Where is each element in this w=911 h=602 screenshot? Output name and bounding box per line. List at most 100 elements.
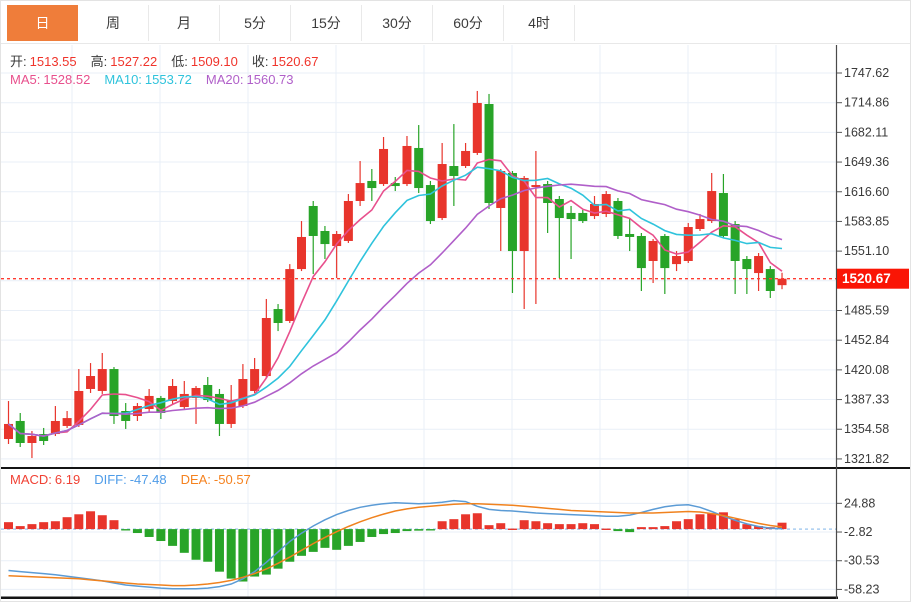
candle-body [273, 309, 283, 323]
price-tag [837, 268, 909, 289]
legend-item: DEA: -50.57 [180, 472, 251, 487]
candle-body [578, 212, 588, 222]
macd-bar [437, 521, 447, 530]
candle-body [402, 145, 412, 185]
candle-body [625, 233, 635, 237]
macd-axis-label: -58.23 [844, 582, 879, 596]
macd-axis-label: -2.82 [844, 525, 873, 539]
macd-bar [250, 529, 260, 577]
macd-bar [238, 529, 248, 582]
candle-body [660, 235, 670, 269]
macd-bar [730, 519, 740, 530]
candle-body [718, 193, 728, 236]
candle-body [179, 393, 189, 408]
candle-body [707, 191, 717, 222]
candle-body [507, 172, 517, 252]
macd-bar [390, 529, 400, 534]
macd-bar [273, 529, 283, 569]
candle-body [543, 184, 553, 203]
macd-bar [601, 528, 611, 530]
macd-bar [343, 529, 353, 546]
candle-body [226, 400, 236, 424]
y-axis-label: 1321.82 [844, 452, 889, 466]
candle-body [74, 390, 84, 425]
ma-line-MA20 [7, 183, 783, 437]
candle-body [765, 269, 775, 292]
candle-body [285, 269, 295, 322]
candle-body [261, 318, 271, 377]
macd-bar [695, 514, 705, 530]
macd-bar [27, 524, 37, 530]
macd-bar [156, 529, 166, 542]
macd-bar [742, 524, 752, 530]
macd-bar [144, 529, 154, 537]
macd-bar [86, 511, 96, 530]
macd-bar [121, 529, 131, 531]
candle-body [437, 164, 447, 219]
y-axis-label: 1354.58 [844, 422, 889, 436]
macd-bar [50, 521, 60, 530]
macd-bar [179, 529, 189, 553]
candle-body [27, 436, 37, 443]
candle-body [320, 230, 330, 245]
candle-body [250, 369, 260, 391]
y-axis-label: 1714.86 [844, 96, 889, 110]
candle-body [168, 385, 178, 402]
candle-body [297, 236, 306, 270]
candle-body [531, 185, 541, 188]
macd-bar [191, 529, 201, 560]
macd-bar [285, 529, 295, 562]
tab-4时[interactable]: 4时 [504, 5, 575, 41]
legend-item: 收: 1520.67 [251, 54, 319, 69]
tab-月[interactable]: 月 [149, 5, 220, 41]
candle-body [496, 170, 506, 208]
y-axis-label: 1551.10 [844, 244, 889, 258]
candle-body [332, 233, 342, 247]
candle-body [109, 369, 119, 416]
macd-bar [168, 529, 178, 546]
y-axis-label: 1682.11 [844, 125, 888, 139]
macd-bar [472, 513, 482, 530]
macd-bar [754, 526, 764, 530]
y-axis-label: 1583.85 [844, 214, 889, 228]
ma-line-MA10 [7, 166, 783, 437]
y-axis-label: 1452.84 [844, 333, 889, 347]
macd-bar [203, 529, 213, 562]
candle-body [379, 148, 389, 185]
y-axis-label: 1747.62 [844, 66, 889, 80]
tab-日[interactable]: 日 [7, 5, 78, 41]
tab-60分[interactable]: 60分 [433, 5, 504, 41]
macd-bar [718, 512, 728, 530]
macd-bar [648, 527, 658, 530]
tab-15分[interactable]: 15分 [291, 5, 362, 41]
macd-bar [367, 529, 377, 537]
macd-bar [74, 514, 84, 530]
tab-周[interactable]: 周 [78, 5, 149, 41]
macd-bar [226, 529, 236, 579]
legend-item: 开: 1513.55 [10, 54, 77, 69]
legend-item: MACD: 6.19 [10, 472, 81, 487]
legend-item: DIFF: -47.48 [94, 472, 167, 487]
candle-body [156, 397, 166, 413]
macd-bar [636, 527, 646, 530]
candle-body [613, 200, 623, 236]
ma-readout: MA5: 1528.52 MA10: 1553.72 MA20: 1560.73 [10, 72, 308, 87]
price-tag-label: 1520.67 [842, 271, 891, 286]
tab-5分[interactable]: 5分 [220, 5, 291, 41]
candle-body [730, 224, 740, 261]
tab-30分[interactable]: 30分 [362, 5, 433, 41]
macd-bar [683, 519, 693, 530]
macd-bar [320, 529, 330, 548]
candle-body [636, 235, 646, 269]
candle-body [62, 418, 72, 426]
macd-readout: MACD: 6.19 DIFF: -47.48 DEA: -50.57 [10, 472, 265, 487]
candle-body [50, 420, 60, 435]
candle-body [519, 177, 529, 252]
macd-bar [297, 529, 306, 556]
candle-body [461, 150, 471, 167]
legend-item: MA5: 1528.52 [10, 72, 91, 87]
macd-bar [4, 522, 13, 530]
macd-bar [414, 529, 424, 531]
